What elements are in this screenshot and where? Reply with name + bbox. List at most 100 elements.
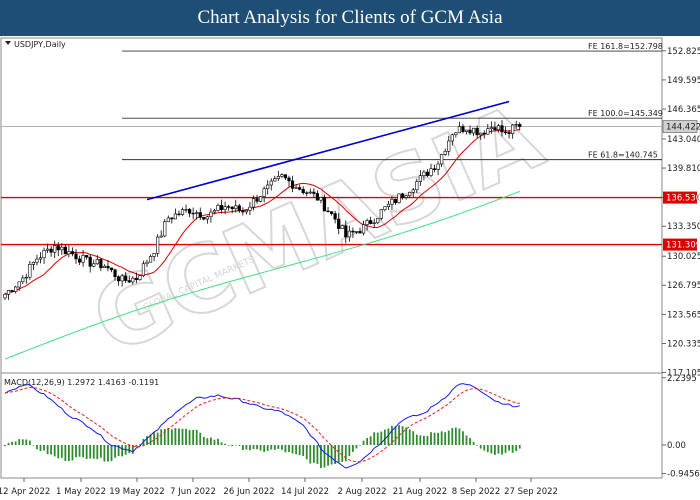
x-tick-label: 14 Jul 2022 <box>281 487 329 497</box>
candle-body <box>195 212 199 214</box>
price-box-label: 136.530 <box>666 194 700 204</box>
candle-body <box>134 277 138 280</box>
macd-histogram-bar <box>174 428 177 445</box>
candle-body <box>486 128 490 135</box>
macd-histogram-bar <box>394 426 397 445</box>
candle-body <box>432 168 437 170</box>
title-banner: Chart Analysis for Clients of GCM Asia <box>0 0 700 36</box>
x-tick-label: 21 Aug 2022 <box>393 487 447 497</box>
macd-histogram-bar <box>263 445 266 452</box>
candle-body <box>92 263 96 267</box>
macd-histogram-bar <box>107 445 109 462</box>
macd-histogram-bar <box>167 428 170 445</box>
candle-body <box>376 218 380 224</box>
candle-body <box>209 211 213 218</box>
candle-body <box>461 126 465 132</box>
candle-body <box>422 171 426 176</box>
candle-body <box>386 203 391 207</box>
macd-histogram-bar <box>217 438 219 445</box>
macd-histogram-bar <box>423 435 425 445</box>
candle-body <box>440 154 444 165</box>
macd-histogram-bar <box>355 445 358 449</box>
candle-body <box>447 140 451 152</box>
moving-average-slow <box>4 190 520 360</box>
macd-histogram-bar <box>419 435 422 445</box>
macd-y-tick-label: -0.9456 <box>667 469 700 479</box>
candle-body <box>120 275 124 282</box>
candle-body <box>351 230 355 233</box>
candle-body <box>74 253 78 260</box>
candle-body <box>60 246 64 251</box>
macd-histogram-bar <box>305 445 308 460</box>
candle-body <box>344 225 348 238</box>
candle-body <box>35 258 39 263</box>
macd-histogram-bar <box>295 445 297 455</box>
candle-body <box>269 180 273 186</box>
macd-histogram-bar <box>369 436 372 445</box>
candle-body <box>482 132 486 135</box>
macd-histogram-bar <box>231 445 234 447</box>
candle-body <box>63 246 67 255</box>
candle-body <box>507 132 511 134</box>
y-tick-label: 149.595 <box>667 76 700 86</box>
candle-body <box>106 265 110 269</box>
candle-body <box>230 206 234 210</box>
candle-body <box>500 125 504 133</box>
macd-histogram-bar <box>454 427 457 445</box>
candle-body <box>251 198 256 208</box>
macd-histogram-bar <box>298 445 301 456</box>
price-layer: FE 161.8=152.798 FE 100.0=145.349 FE 61.8=… <box>1 42 663 360</box>
candle-body <box>180 209 185 215</box>
candle-body <box>312 191 316 194</box>
candle-body <box>468 129 472 134</box>
candle-body <box>3 293 7 299</box>
macd-histogram-bar <box>273 445 276 450</box>
macd-histogram-bar <box>43 445 45 451</box>
candle-body <box>205 216 209 220</box>
y-tick-label: 126.795 <box>667 281 700 291</box>
macd-histogram-bar <box>135 445 138 447</box>
candle-body <box>109 267 114 271</box>
price-y-axis: 152.825 149.595 146.365 143.040 139.810 136.5… <box>662 47 700 379</box>
macd-histogram-bar <box>337 445 340 463</box>
candle-body <box>241 210 245 213</box>
macd-histogram-bar <box>440 431 443 445</box>
macd-histogram-bar <box>153 432 155 445</box>
macd-histogram-bar <box>192 429 195 445</box>
candle-body <box>290 180 295 189</box>
candle-body <box>393 198 398 203</box>
candle-body <box>464 129 469 132</box>
macd-histogram-bar <box>25 439 28 445</box>
macd-histogram-bar <box>28 440 31 445</box>
candle-body <box>354 231 359 233</box>
macd-histogram-bar <box>362 440 365 445</box>
candle-body <box>518 124 522 127</box>
candle-body <box>308 191 312 194</box>
dropdown-icon[interactable] <box>5 41 11 45</box>
candle-body <box>329 211 334 214</box>
macd-histogram-bar <box>508 445 510 451</box>
macd-histogram-bar <box>515 445 518 452</box>
x-tick-label: 2 Aug 2022 <box>337 487 386 497</box>
macd-histogram-bar <box>110 445 113 462</box>
x-tick-label: 7 Jun 2022 <box>170 487 216 497</box>
candle-body <box>10 290 14 292</box>
macd-histogram-bar <box>486 445 489 453</box>
candle-body <box>202 217 206 220</box>
candle-body <box>148 256 153 263</box>
candle-body <box>53 245 57 253</box>
macd-histogram-bar <box>18 439 21 445</box>
macd-histogram-bar <box>234 444 237 446</box>
macd-histogram-bar <box>316 445 319 464</box>
macd-histogram-bar <box>210 437 212 445</box>
candle-body <box>404 195 408 198</box>
macd-histogram-bar <box>387 428 390 445</box>
candle-body <box>496 125 501 131</box>
macd-histogram-bar <box>511 445 514 453</box>
macd-histogram-bar <box>359 445 361 446</box>
macd-histogram-bar <box>96 445 99 460</box>
macd-histogram-bar <box>312 445 315 463</box>
macd-histogram-bar <box>334 445 337 465</box>
x-tick-label: 12 Apr 2022 <box>0 487 50 497</box>
macd-histogram-bar <box>291 445 294 454</box>
